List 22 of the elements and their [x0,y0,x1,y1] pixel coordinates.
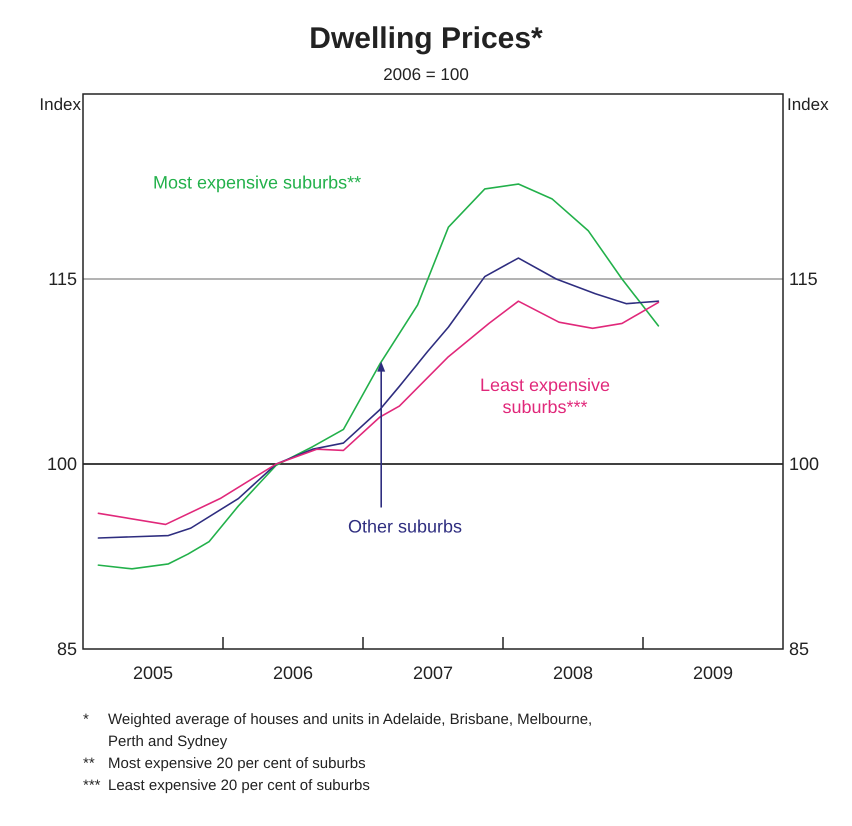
text: Other suburbs [348,516,462,536]
series-label: Least expensive suburbs*** [480,374,610,417]
y-axis-title: Index [39,95,82,114]
text: * Weighted average of houses and units in Adelaide, Brisbane, Melbourne, Perth and Sydney [83,711,592,750]
y2-axis-title: Index [787,95,830,114]
x-tick-label: 2008 [552,663,594,683]
y2-tick-label: 85 [789,639,810,659]
x-tick-label: 2005 [132,663,174,683]
y-tick-label: 85 [56,639,77,659]
chart-subtitle: 2006 = 100 [383,65,469,84]
text: Most expensive suburbs** [153,172,362,192]
x-tick-label: 2006 [272,663,314,683]
x-tick-label: 2007 [412,663,454,683]
x-tick-label: 2009 [692,663,734,683]
line-series [98,257,660,539]
text: *** Least expensive 20 per cent of suburbs [83,777,370,794]
y2-tick-label: 100 [789,454,820,474]
chart-title: Dwelling Prices* [309,22,544,55]
y2-tick-label: 115 [789,269,818,289]
y-tick-label: 115 [48,269,77,289]
text: ** Most expensive 20 per cent of suburbs [83,755,366,772]
y-tick-label: 100 [46,454,77,474]
